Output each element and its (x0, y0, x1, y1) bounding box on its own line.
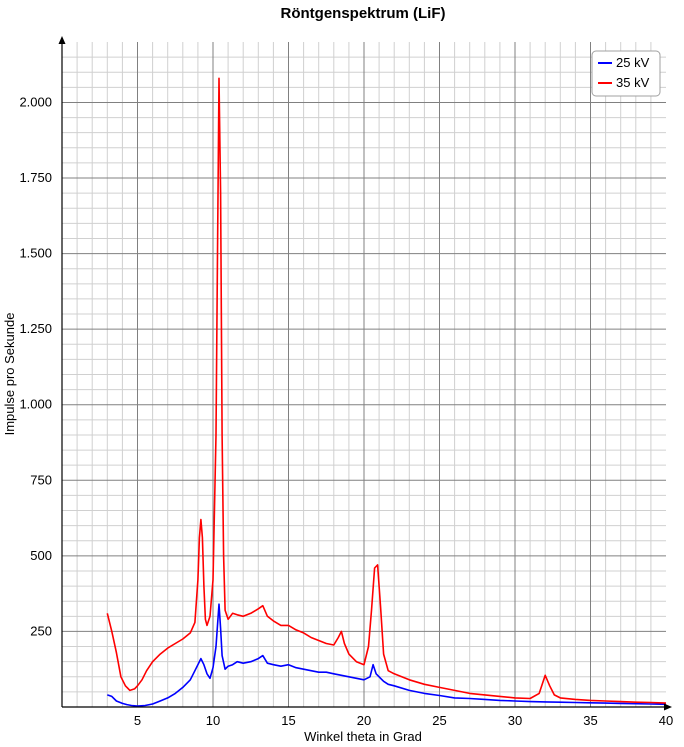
y-axis-arrow (58, 36, 66, 44)
x-tick-label: 25 (432, 713, 446, 728)
y-tick-label: 1.000 (19, 397, 52, 412)
y-tick-label: 1.750 (19, 170, 52, 185)
x-tick-label: 20 (357, 713, 371, 728)
grid (62, 42, 666, 707)
y-tick-label: 250 (30, 623, 52, 638)
y-tick-label: 2.000 (19, 94, 52, 109)
x-tick-label: 5 (134, 713, 141, 728)
axes (58, 36, 672, 711)
tick-labels: 5 10 15 20 25 30 35 40 250 500 750 1.000 1.250 1.500 1… (19, 94, 673, 728)
x-tick-label: 35 (583, 713, 597, 728)
x-axis-arrow (664, 703, 672, 711)
x-axis-label: Winkel theta in Grad (304, 729, 422, 744)
series-line-35kv (106, 77, 667, 704)
y-axis-label: Impulse pro Sekunde (2, 313, 17, 436)
series-layer (106, 77, 667, 707)
y-tick-label: 1.500 (19, 246, 52, 261)
legend: 25 kV 35 kV (591, 50, 661, 97)
x-tick-label: 15 (281, 713, 295, 728)
series-line-25kv (107, 603, 667, 707)
y-tick-label: 1.250 (19, 321, 52, 336)
x-tick-label: 10 (206, 713, 220, 728)
x-tick-label: 30 (508, 713, 522, 728)
chart-title: Röntgenspektrum (LiF) (281, 5, 446, 22)
y-tick-label: 750 (30, 472, 52, 487)
legend-label-25kv: 25 kV (616, 55, 650, 70)
y-tick-label: 500 (30, 548, 52, 563)
legend-label-35kv: 35 kV (616, 75, 650, 90)
x-tick-label: 40 (659, 713, 673, 728)
